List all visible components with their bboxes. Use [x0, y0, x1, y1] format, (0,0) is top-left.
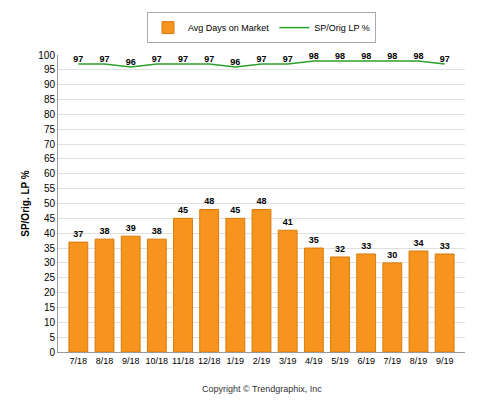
svg-text:45: 45	[44, 213, 56, 224]
svg-text:97: 97	[440, 54, 450, 64]
svg-text:96: 96	[126, 57, 136, 67]
svg-text:9/19: 9/19	[436, 356, 454, 366]
svg-text:60: 60	[44, 168, 56, 179]
svg-text:33: 33	[361, 241, 371, 251]
svg-text:97: 97	[152, 54, 162, 64]
svg-text:85: 85	[44, 94, 56, 105]
svg-text:98: 98	[387, 51, 397, 61]
svg-text:0: 0	[49, 347, 55, 358]
svg-text:4/19: 4/19	[305, 356, 323, 366]
svg-text:38: 38	[152, 226, 162, 236]
svg-text:97: 97	[73, 54, 83, 64]
svg-text:11/18: 11/18	[172, 356, 194, 366]
svg-text:7/19: 7/19	[384, 356, 402, 366]
svg-text:45: 45	[178, 205, 188, 215]
svg-text:39: 39	[126, 223, 136, 233]
svg-text:32: 32	[335, 244, 345, 254]
svg-text:5: 5	[49, 332, 55, 343]
svg-text:7/18: 7/18	[70, 356, 88, 366]
svg-text:55: 55	[44, 183, 56, 194]
svg-text:38: 38	[100, 226, 110, 236]
svg-text:20: 20	[44, 287, 56, 298]
svg-text:100: 100	[38, 50, 55, 61]
svg-text:98: 98	[335, 51, 345, 61]
svg-text:10/18: 10/18	[146, 356, 169, 366]
svg-text:Avg Days on Market: Avg Days on Market	[188, 23, 269, 33]
svg-text:98: 98	[413, 51, 423, 61]
svg-text:35: 35	[309, 235, 319, 245]
svg-text:95: 95	[44, 64, 56, 75]
svg-text:8/19: 8/19	[410, 356, 428, 366]
svg-text:9/18: 9/18	[122, 356, 140, 366]
svg-text:96: 96	[230, 57, 240, 67]
svg-text:97: 97	[204, 54, 214, 64]
svg-text:70: 70	[44, 139, 56, 150]
svg-text:97: 97	[283, 54, 293, 64]
svg-text:2/19: 2/19	[253, 356, 271, 366]
svg-text:48: 48	[256, 196, 266, 206]
svg-text:90: 90	[44, 79, 56, 90]
svg-text:48: 48	[204, 196, 214, 206]
svg-text:65: 65	[44, 153, 56, 164]
svg-text:3/19: 3/19	[279, 356, 297, 366]
svg-text:45: 45	[230, 205, 240, 215]
svg-text:5/19: 5/19	[331, 356, 349, 366]
svg-text:97: 97	[100, 54, 110, 64]
svg-text:SP/Orig. LP %: SP/Orig. LP %	[20, 170, 31, 237]
svg-text:33: 33	[440, 241, 450, 251]
svg-text:37: 37	[73, 229, 83, 239]
svg-text:40: 40	[44, 228, 56, 239]
svg-text:15: 15	[44, 302, 56, 313]
svg-text:SP/Orig LP %: SP/Orig LP %	[314, 23, 369, 33]
svg-text:75: 75	[44, 124, 56, 135]
svg-text:10: 10	[44, 317, 56, 328]
svg-text:97: 97	[178, 54, 188, 64]
svg-text:30: 30	[387, 250, 397, 260]
svg-text:98: 98	[309, 51, 319, 61]
svg-text:34: 34	[413, 238, 423, 248]
svg-text:12/18: 12/18	[198, 356, 221, 366]
svg-text:30: 30	[44, 257, 56, 268]
svg-text:1/19: 1/19	[227, 356, 245, 366]
svg-text:80: 80	[44, 109, 56, 120]
svg-text:50: 50	[44, 198, 56, 209]
svg-text:6/19: 6/19	[357, 356, 375, 366]
svg-text:8/18: 8/18	[96, 356, 114, 366]
svg-text:41: 41	[283, 217, 293, 227]
svg-text:97: 97	[256, 54, 266, 64]
svg-text:25: 25	[44, 272, 56, 283]
svg-text:Copyright © Trendgraphix, Inc: Copyright © Trendgraphix, Inc	[202, 384, 322, 394]
svg-text:35: 35	[44, 243, 56, 254]
svg-text:98: 98	[361, 51, 371, 61]
